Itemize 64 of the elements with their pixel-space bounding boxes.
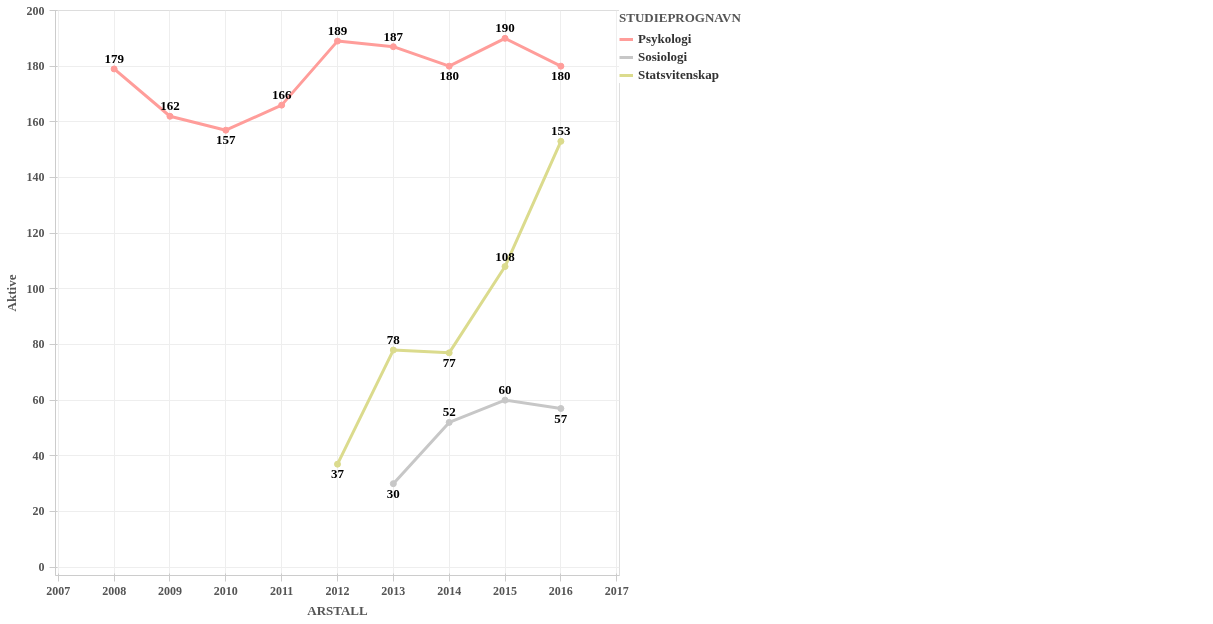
point	[445, 418, 453, 426]
point	[501, 263, 509, 271]
data-label: 166	[271, 87, 292, 103]
data-label: 108	[495, 248, 516, 264]
point	[445, 349, 453, 357]
x-tick-label: 2007	[46, 583, 71, 598]
data-label: 189	[327, 23, 348, 39]
y-tick-label: 120	[26, 226, 45, 241]
legend-title: STUDIEPROGNAVN	[619, 10, 741, 26]
x-tick-label: 2014	[437, 583, 462, 598]
point	[389, 346, 397, 354]
point	[557, 405, 565, 412]
y-tick-label: 20	[32, 504, 45, 519]
legend-label: Sosiologi	[638, 49, 688, 65]
x-tick-label: 2011	[269, 583, 294, 598]
x-tick-label: 2016	[548, 583, 573, 598]
data-label: 180	[551, 68, 571, 84]
x-axis-title: ARSTALL	[307, 602, 369, 618]
x-tick-label: 2010	[213, 583, 238, 598]
x-tick-label: 2015	[493, 583, 518, 598]
data-label: 153	[551, 123, 572, 139]
data-label: 162	[160, 98, 180, 114]
data-label: 30	[386, 485, 400, 501]
point	[334, 460, 341, 468]
point	[557, 137, 565, 145]
x-tick-label: 2013	[381, 583, 406, 598]
y-tick-label: 0	[38, 560, 45, 575]
x-tick-label: 2008	[102, 583, 127, 598]
point	[445, 62, 453, 70]
y-tick-label: 160	[26, 114, 45, 129]
point	[222, 126, 230, 134]
y-axis-title: Aktive	[3, 274, 19, 312]
legend-label: Psykologi	[638, 31, 692, 47]
data-label: 60	[498, 382, 512, 398]
legend-label: Statsvitenskap	[638, 67, 719, 83]
point	[166, 112, 174, 120]
y-tick-label: 200	[26, 3, 45, 18]
data-label: 179	[104, 50, 125, 66]
data-label: 78	[386, 332, 401, 348]
y-tick-label: 100	[26, 281, 45, 296]
x-tick-label: 2009	[157, 583, 182, 598]
data-label: 180	[439, 68, 459, 84]
data-label: 187	[383, 28, 404, 44]
data-label: 37	[331, 466, 345, 482]
y-tick-label: 40	[32, 448, 45, 463]
point	[557, 62, 565, 70]
y-tick-label: 80	[32, 337, 45, 352]
point	[389, 43, 397, 51]
x-tick-label: 2017	[604, 583, 629, 598]
y-tick-label: 140	[26, 170, 45, 185]
point	[501, 396, 509, 404]
data-label: 190	[495, 20, 515, 36]
point	[334, 37, 341, 45]
y-tick-label: 60	[32, 393, 45, 408]
point	[501, 34, 509, 42]
data-label: 52	[442, 404, 456, 420]
data-label: 157	[216, 132, 237, 148]
y-tick-label: 180	[26, 59, 45, 74]
point	[110, 65, 118, 73]
point	[278, 101, 286, 109]
x-tick-label: 2012	[325, 583, 350, 598]
data-label: 77	[442, 354, 457, 370]
point	[389, 480, 397, 488]
data-label: 57	[554, 410, 568, 426]
